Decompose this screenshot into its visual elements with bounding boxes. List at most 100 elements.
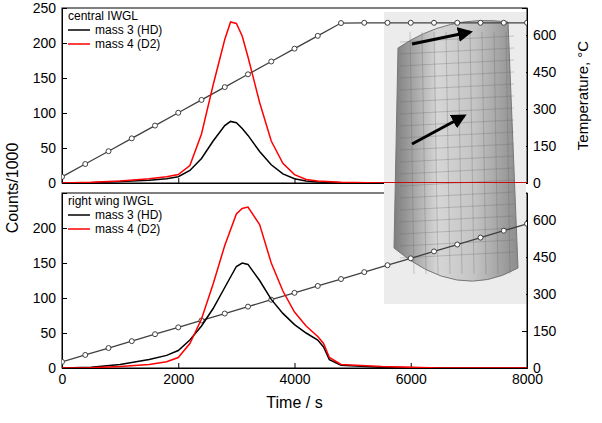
y-tick-label: 250 [33,0,57,16]
series-marker [501,228,506,233]
series-marker [385,263,390,268]
y-tick-mark [62,148,67,149]
y-tick: 150 [33,70,67,86]
series-marker [478,235,483,240]
y2-tick: 450 [522,64,557,80]
series-marker [246,72,251,77]
legend-label: mass 3 (HD) [95,23,162,37]
x-tick: 4000 [279,363,310,387]
photo-arrow [412,116,464,144]
y2-tick-label: 300 [533,286,557,302]
series-marker [362,270,367,275]
y2-tick: 600 [522,27,557,43]
y-tick: 50 [40,325,67,341]
y2-axis: 0150300450600 [522,9,557,191]
series-line [62,23,527,177]
series-marker [455,20,460,25]
legend-swatch [68,29,90,31]
x-tick-mark [295,363,296,368]
photo-grid [458,32,462,274]
photo-grid [400,108,514,114]
y2-tick: 150 [522,138,557,154]
y-axis-title: Counts/1000 [4,143,21,234]
photo-grid [400,48,514,54]
series-marker [129,339,134,344]
legend-swatch [68,228,90,230]
series-marker [199,97,204,102]
photo-grid [400,72,514,78]
photo-tile [394,20,518,281]
legend: right wing IWGLmass 3 (HD)mass 4 (D2) [68,194,162,236]
y-tick-label: 50 [40,325,56,341]
y2-tick: 600 [522,212,557,228]
y-tick-label: 150 [33,255,57,271]
y-tick-label: 200 [33,35,57,51]
y2-tick: 300 [522,286,557,302]
legend-swatch [68,43,90,45]
y-tick: 250 [33,0,67,16]
y2-tick: 450 [522,249,557,265]
x-tick-label: 2000 [163,371,194,387]
y-tick-mark [62,298,67,299]
y-tick-label: 50 [40,140,56,156]
photo-grid [422,32,426,274]
series-marker [222,85,227,90]
series-marker [315,283,320,288]
series-marker [385,20,390,25]
series-marker [62,359,65,364]
y2-tick-label: 600 [533,212,557,228]
series-marker [408,20,413,25]
y2-tick-label: 150 [533,138,557,154]
y-tick-mark [62,78,67,79]
x-tick [178,178,179,183]
series-marker [432,249,437,254]
x-tick-label: 6000 [396,371,427,387]
series-marker [176,325,181,330]
series-marker [501,20,506,25]
photo-grid [400,216,514,222]
legend-label: mass 4 (D2) [95,222,160,236]
y2-tick-label: 0 [533,360,541,376]
y2-tick-label: 300 [533,101,557,117]
photo-grid [494,32,498,274]
x-axis: 02000400060008000 [59,363,544,387]
y-tick-mark [62,43,67,44]
y-tick-mark [62,183,67,184]
photo-grid [506,32,510,274]
series-marker [269,59,274,64]
y-axis-line [63,194,68,369]
y2-axis-title: Temperature, °C [574,41,591,151]
photo-grid [400,96,514,102]
y2-tick-mark [522,331,527,332]
y2-axis: 0150300450600 [522,194,557,376]
series-line [62,22,527,183]
series-marker [525,20,528,25]
plot-area [62,20,527,183]
series-marker [292,46,297,51]
photo-grid [400,204,514,210]
x-tick-mark [178,178,179,183]
y2-tick-mark [522,368,527,369]
x-axis-title: Time / s [266,394,322,411]
series-marker [129,136,134,141]
series-marker [455,242,460,247]
y-tick-mark [62,113,67,114]
series-marker [315,33,320,38]
photo-grid [446,32,450,274]
y-tick-label: 0 [48,175,56,191]
photo-grid [400,84,514,90]
series-marker [83,352,88,357]
y-tick-label: 200 [33,220,57,236]
series-marker [339,21,344,26]
y-tick-mark [62,368,67,369]
y-axis: 050100150200 [33,194,67,376]
legend-label: mass 3 (HD) [95,208,162,222]
photo-grid [400,156,514,162]
photo-grid [400,192,514,198]
photo-grid [400,144,514,150]
series-marker [62,174,65,179]
series-line [62,207,527,368]
panel-title: central IWGL [68,9,138,23]
series-marker [525,221,528,226]
y2-tick-label: 450 [533,249,557,265]
